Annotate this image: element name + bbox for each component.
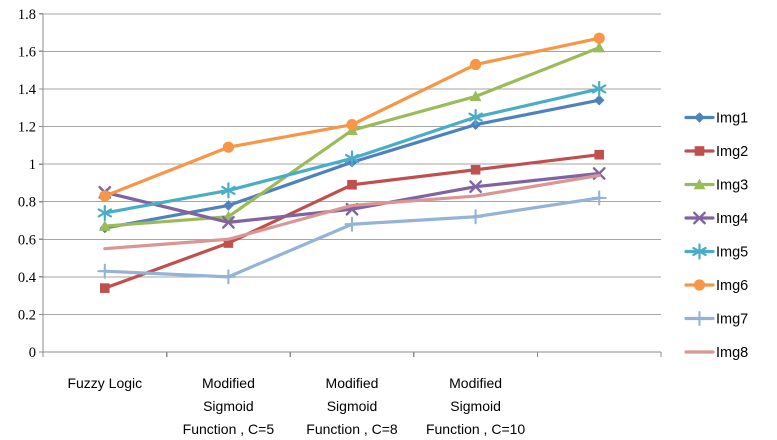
y-tick-label: 1.6: [18, 44, 36, 60]
legend-item-Img7: Img7: [684, 310, 748, 328]
y-tick-label: 0.6: [18, 232, 36, 248]
series-Img6: [99, 32, 605, 202]
marker-Img7: [468, 209, 484, 225]
marker-Img4: [469, 180, 482, 194]
x-category-label: Function , C=10: [426, 421, 525, 437]
legend-label-Img6: Img6: [716, 278, 748, 294]
legend-label-Img8: Img8: [716, 345, 748, 361]
legend-label-Img7: Img7: [716, 312, 748, 328]
y-tick-label: 0.2: [18, 307, 36, 323]
marker-Img2: [594, 149, 604, 160]
legend-label-Img4: Img4: [716, 211, 748, 227]
marker-Img3: [593, 41, 606, 53]
marker-Img6: [593, 32, 605, 44]
marker-Img2: [470, 164, 481, 175]
marker-Img2: [347, 179, 357, 190]
marker-Img6: [346, 119, 358, 131]
y-tick-label: 0: [29, 345, 36, 361]
y-tick-label: 1.4: [18, 82, 37, 98]
x-category-label: Sigmoid: [450, 398, 501, 414]
legend-marker-Img6: [693, 279, 706, 291]
x-category-label: Function , C=8: [306, 421, 398, 437]
y-tick-label: 1: [29, 157, 36, 173]
x-category-label: Modified: [326, 375, 379, 391]
legend-item-Img5: Img5: [684, 243, 748, 261]
marker-Img7: [344, 216, 360, 232]
marker-Img7: [220, 269, 236, 285]
legend-item-Img4: Img4: [684, 211, 748, 227]
legend-marker-Img1: [694, 112, 705, 123]
marker-Img4: [221, 215, 235, 229]
marker-Img5: [344, 150, 360, 167]
x-category-label: Modified: [202, 375, 255, 391]
marker-Img3: [98, 220, 111, 231]
y-tick-label: 1.8: [18, 7, 36, 23]
y-tick-label: 0.4: [18, 270, 37, 286]
legend-label-Img2: Img2: [716, 144, 748, 160]
marker-Img7: [97, 263, 113, 279]
marker-Img5: [468, 109, 483, 126]
legend-label-Img3: Img3: [716, 178, 748, 194]
legend-item-Img6: Img6: [684, 278, 748, 294]
x-category-label: Sigmoid: [327, 398, 378, 414]
marker-Img5: [591, 80, 607, 98]
series-Img5: [97, 80, 607, 222]
series-Img8: [103, 173, 601, 251]
marker-Img1: [223, 200, 234, 211]
series-Img2: [100, 149, 604, 293]
legend-marker-Img2: [694, 146, 705, 156]
series-line-Img6: [103, 36, 601, 198]
legend-marker-Img7: [691, 310, 708, 327]
y-tick-label: 1.2: [18, 120, 36, 136]
series-Img3: [98, 41, 606, 231]
marker-Img1: [593, 94, 605, 106]
legend-item-Img3: Img3: [684, 178, 748, 194]
x-category-label: Fuzzy Logic: [67, 375, 142, 391]
legend-item-Img2: Img2: [684, 144, 748, 160]
marker-Img6: [99, 190, 111, 202]
marker-Img2: [223, 238, 234, 248]
x-category-label: Function , C=5: [183, 421, 275, 437]
marker-Img6: [470, 58, 482, 71]
legend-marker-Img5: [692, 243, 707, 260]
y-tick-label: 0.8: [18, 195, 36, 211]
marker-Img3: [469, 90, 482, 102]
x-category-label: Modified: [449, 375, 502, 391]
legend-label-Img1: Img1: [716, 111, 748, 127]
marker-Img6: [222, 141, 234, 153]
marker-Img5: [221, 182, 236, 199]
series-Img7: [97, 190, 607, 285]
legend-item-Img8: Img8: [684, 345, 748, 361]
legend-marker-Img3: [693, 178, 706, 190]
legend-label-Img5: Img5: [716, 245, 748, 261]
legend-marker-Img4: [693, 211, 706, 225]
marker-Img7: [591, 190, 607, 206]
marker-Img2: [100, 283, 110, 293]
x-category-label: Sigmoid: [203, 398, 254, 414]
series-line-Img8: [103, 173, 601, 251]
legend-item-Img1: Img1: [684, 111, 748, 127]
marker-Img5: [97, 204, 113, 222]
